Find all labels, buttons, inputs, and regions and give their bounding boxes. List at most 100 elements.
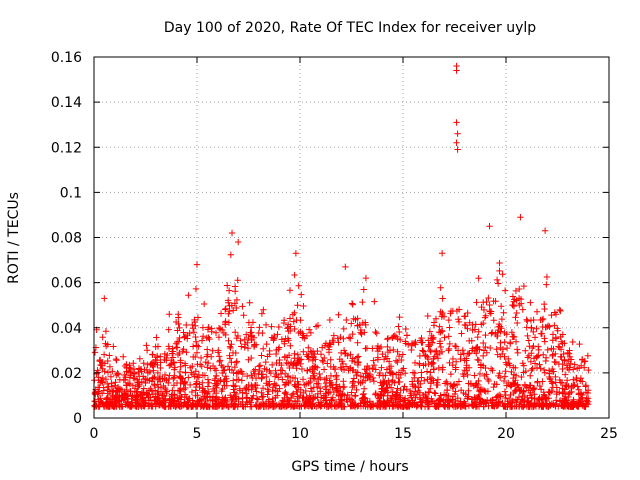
data-point [552, 334, 559, 341]
data-point [243, 372, 251, 380]
data-point [225, 337, 232, 344]
data-point [483, 349, 490, 357]
data-point [281, 354, 288, 361]
data-point [142, 400, 149, 408]
data-point [409, 369, 417, 376]
data-point [574, 383, 581, 390]
data-point [540, 366, 548, 374]
data-point [274, 331, 281, 338]
data-point [130, 366, 138, 373]
data-point [335, 311, 342, 319]
data-point [194, 373, 201, 381]
data-point [433, 381, 440, 389]
data-point [151, 396, 158, 404]
data-point [238, 368, 245, 375]
data-point [427, 385, 434, 393]
data-point [486, 223, 493, 230]
data-point [149, 351, 156, 358]
data-point [446, 324, 453, 331]
data-point [259, 385, 267, 392]
data-point [514, 319, 521, 327]
data-point [509, 397, 517, 405]
data-point [104, 390, 112, 397]
data-point [286, 287, 294, 294]
data-point [194, 398, 201, 405]
data-point [201, 393, 208, 400]
data-point [406, 387, 414, 395]
data-point [453, 139, 460, 146]
data-point [243, 398, 250, 406]
data-point [330, 332, 338, 339]
data-point [577, 390, 585, 398]
data-point [528, 400, 535, 408]
data-point [157, 364, 164, 372]
data-point [337, 364, 345, 371]
data-point [359, 298, 366, 306]
data-point [436, 323, 443, 330]
data-point [437, 308, 444, 315]
data-point [355, 358, 362, 366]
data-point [314, 364, 321, 371]
data-point [512, 314, 519, 321]
data-point [519, 306, 526, 313]
data-point [417, 380, 424, 388]
data-point [397, 371, 404, 378]
data-point [427, 369, 434, 376]
data-point [250, 367, 257, 375]
data-point [533, 325, 540, 332]
data-point [204, 326, 212, 333]
data-point [96, 358, 104, 365]
data-point [384, 343, 391, 351]
data-point [161, 371, 169, 379]
data-point [384, 336, 391, 343]
data-point [562, 393, 569, 400]
data-point [222, 331, 229, 339]
data-point [350, 375, 358, 382]
data-point [377, 343, 385, 351]
data-point [176, 324, 183, 332]
data-point [400, 386, 407, 394]
data-point [213, 372, 220, 380]
data-point [465, 387, 472, 394]
data-point [446, 359, 453, 367]
data-point [435, 403, 442, 410]
data-point [139, 373, 147, 380]
data-point [306, 396, 313, 403]
data-point [298, 356, 305, 363]
data-point [287, 342, 294, 349]
data-point [411, 374, 418, 381]
chart-title: Day 100 of 2020, Rate Of TEC Index for r… [164, 20, 536, 36]
data-point [273, 371, 280, 379]
data-point [300, 302, 307, 310]
data-point [268, 334, 276, 341]
data-point [493, 346, 500, 353]
data-point [229, 396, 236, 403]
data-point [231, 389, 238, 396]
data-point [134, 393, 141, 400]
data-point [430, 359, 437, 367]
data-point [433, 402, 441, 409]
data-point [272, 382, 280, 389]
data-point [340, 325, 347, 333]
data-point [516, 301, 523, 309]
data-point [318, 344, 326, 351]
data-point [212, 367, 220, 374]
data-point [378, 385, 385, 393]
data-point [482, 331, 489, 339]
data-point [110, 343, 117, 350]
data-point [240, 403, 247, 410]
data-point [403, 386, 410, 393]
data-point [245, 381, 252, 389]
data-point [334, 387, 341, 394]
data-point [475, 357, 483, 364]
data-point [359, 391, 367, 398]
data-point [279, 376, 286, 383]
data-point [497, 328, 504, 335]
data-point [432, 390, 439, 397]
data-point [146, 377, 153, 384]
data-point [416, 352, 424, 360]
data-point [565, 366, 573, 374]
data-point [527, 358, 535, 365]
data-point [154, 369, 162, 377]
data-point [496, 259, 503, 267]
